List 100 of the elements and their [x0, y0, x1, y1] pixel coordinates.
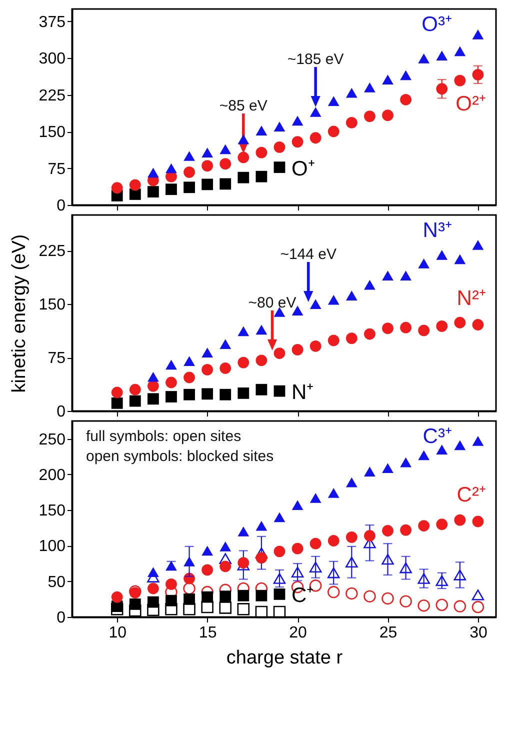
- point: [292, 344, 304, 356]
- point: [255, 606, 268, 618]
- point: [166, 163, 177, 174]
- point: [454, 316, 466, 328]
- point: [436, 575, 448, 586]
- point: [166, 360, 177, 370]
- point: [382, 110, 394, 122]
- x-tick-label: 20: [289, 624, 308, 642]
- point: [382, 554, 394, 565]
- annotation: ~185 eV: [287, 51, 344, 68]
- point: [454, 440, 466, 450]
- point: [436, 250, 448, 260]
- point: [111, 386, 123, 398]
- point: [436, 598, 448, 611]
- point: [364, 466, 376, 477]
- point: [436, 50, 448, 60]
- point: [256, 354, 268, 366]
- point: [202, 348, 214, 358]
- point: [328, 488, 340, 498]
- point: [202, 546, 214, 556]
- point: [418, 450, 430, 460]
- point: [310, 340, 322, 352]
- y-tick-label: 0: [56, 404, 66, 420]
- point: [184, 151, 195, 161]
- point: [309, 562, 322, 572]
- series-label: C⁺: [291, 584, 314, 608]
- y-tick-label: 100: [38, 538, 66, 556]
- y-tick-label: 0: [56, 198, 66, 214]
- point: [220, 362, 232, 374]
- x-tick-label: 30: [470, 624, 488, 642]
- annotation: ~144 eV: [280, 246, 337, 263]
- point: [166, 376, 177, 388]
- y-tick-label: 225: [38, 243, 66, 260]
- point: [184, 356, 195, 366]
- point: [256, 324, 268, 335]
- point: [201, 600, 214, 614]
- point: [147, 596, 159, 608]
- point: [147, 380, 159, 392]
- point: [418, 54, 430, 64]
- point: [166, 391, 177, 402]
- point: [220, 339, 232, 349]
- y-tick-label: 0: [56, 610, 66, 626]
- point: [400, 94, 412, 106]
- point: [454, 600, 466, 612]
- point: [382, 74, 394, 84]
- point: [111, 182, 123, 194]
- point: [274, 546, 286, 558]
- point: [202, 364, 214, 376]
- point: [400, 562, 412, 574]
- point: [184, 593, 195, 605]
- y-tick-label: 75: [48, 350, 66, 368]
- point: [454, 254, 466, 264]
- point: [454, 570, 466, 580]
- point: [111, 591, 123, 603]
- y-tick-label: 150: [38, 502, 66, 520]
- point: [328, 294, 340, 305]
- point: [220, 178, 232, 190]
- point: [220, 144, 232, 154]
- point: [166, 578, 177, 590]
- point: [274, 512, 286, 522]
- point: [238, 526, 250, 536]
- annotation: full symbols: open sites: [86, 428, 242, 445]
- point: [220, 158, 232, 170]
- point: [436, 320, 448, 332]
- point: [364, 82, 376, 92]
- point: [147, 567, 159, 578]
- y-tick-label: 50: [48, 574, 66, 591]
- point: [382, 463, 394, 473]
- point: [238, 387, 250, 399]
- point: [129, 604, 142, 617]
- point: [256, 520, 268, 531]
- point: [346, 332, 358, 344]
- point: [418, 258, 430, 268]
- point: [110, 603, 124, 616]
- point: [274, 348, 286, 359]
- point: [346, 531, 358, 543]
- point: [219, 602, 232, 614]
- y-tick-label: 225: [38, 87, 66, 104]
- point: [274, 141, 286, 153]
- point: [292, 500, 304, 510]
- point: [346, 556, 358, 568]
- point: [310, 132, 322, 144]
- point: [328, 126, 340, 138]
- point: [238, 152, 250, 164]
- point: [310, 299, 322, 310]
- series-label: N⁺: [291, 381, 314, 404]
- series-label: O²⁺: [456, 92, 486, 116]
- point: [184, 372, 195, 384]
- point: [292, 136, 304, 148]
- y-tick-label: 300: [38, 50, 66, 68]
- point: [256, 384, 268, 396]
- x-tick-label: 25: [379, 624, 398, 642]
- point: [274, 122, 286, 132]
- point: [346, 88, 358, 98]
- x-axis-title: charge state r: [226, 648, 344, 668]
- y-tick-label: 75: [48, 160, 66, 178]
- series-label: C³⁺: [422, 425, 452, 448]
- series-label: C²⁺: [456, 483, 486, 506]
- point: [202, 148, 214, 158]
- x-tick-label: 15: [198, 624, 217, 642]
